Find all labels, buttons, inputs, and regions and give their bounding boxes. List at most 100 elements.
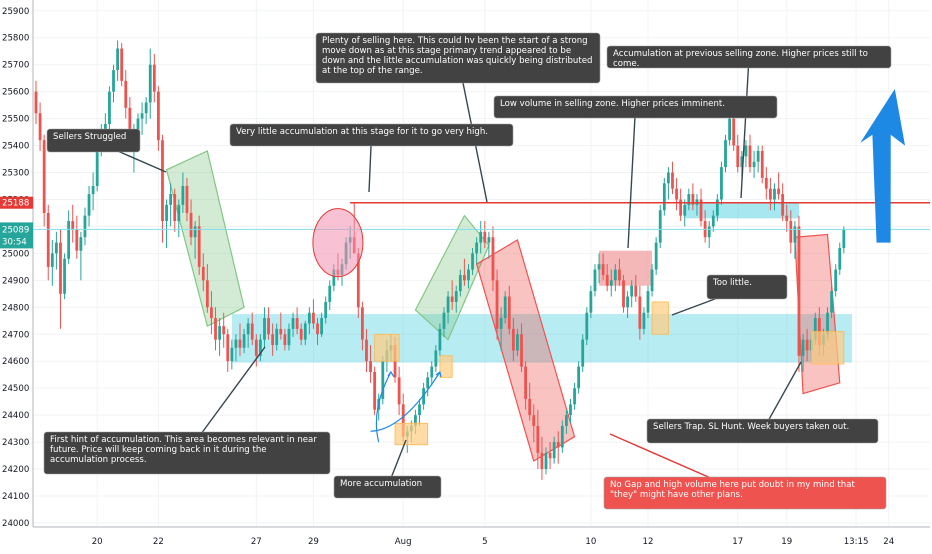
annotation-box (603, 476, 887, 510)
candle-body (450, 296, 454, 302)
annotation-box (46, 128, 141, 153)
candle-body (169, 194, 173, 205)
candle-body (483, 231, 487, 243)
candle-body (267, 318, 270, 335)
candle-body (59, 242, 62, 294)
candle-body (201, 266, 205, 281)
candle-body (46, 212, 50, 267)
candle-body (842, 229, 846, 248)
x-tick-label: 20 (92, 537, 103, 547)
candle-body (275, 328, 279, 346)
x-tick-label: 19 (781, 537, 792, 547)
candle-body (152, 64, 156, 92)
orange-box-5 (810, 331, 845, 365)
candle-body (679, 199, 683, 216)
orange-box-1 (374, 333, 400, 362)
annotation-text: Sellers Trap. SL Hunt. Week buyers taken… (653, 422, 850, 432)
candle-body (544, 452, 548, 470)
candle-body (422, 388, 425, 405)
annotation-text: Too little. (713, 278, 752, 288)
y-tick-label: 25600 (2, 88, 29, 98)
curve-arrow-2 (370, 371, 441, 432)
candle-body (230, 347, 234, 362)
candle-body (536, 425, 540, 453)
orange-box-4 (651, 301, 669, 335)
candle-body (773, 188, 776, 200)
candle-body (748, 145, 752, 168)
candle-body (75, 229, 79, 251)
candle-body (597, 264, 601, 270)
candle-body (185, 186, 189, 213)
overlay (33, 88, 930, 443)
y-tick-label: 25700 (2, 61, 29, 71)
candle-body (95, 145, 99, 186)
big-up-arrow (860, 88, 906, 243)
candle-body (630, 285, 634, 297)
candle-body (434, 350, 438, 367)
candle-body (328, 285, 332, 302)
y-tick-label: 24400 (2, 411, 29, 421)
candle-body (128, 107, 132, 141)
candle-body (560, 425, 564, 448)
candle-body (838, 248, 842, 270)
candle-body (605, 274, 609, 286)
candle-body (732, 118, 736, 146)
annotation-text-frame: Too little. (713, 278, 752, 288)
y-tick-label: 24800 (2, 303, 29, 313)
candle-body (524, 366, 527, 399)
candle-body (205, 280, 209, 308)
candle-body (589, 291, 593, 313)
y-tick-label: 24600 (2, 357, 29, 367)
candle-body (303, 323, 307, 340)
y-tick-label: 25900 (2, 7, 29, 17)
candle-body (569, 404, 572, 416)
orange-boxes (374, 301, 845, 446)
candle-body (271, 334, 275, 346)
annotation-box (315, 32, 601, 84)
annotation-text: Sellers Struggled (53, 132, 127, 142)
y-axis: 24000 24100 24200 24300 24400 24500 24600 24700… (0, 0, 34, 529)
candle-body (320, 318, 323, 335)
annotation-box (606, 45, 892, 69)
candle-body (548, 452, 552, 459)
candle-body (250, 323, 254, 340)
candle-body (801, 339, 805, 356)
candle-body (189, 212, 193, 238)
candle-body (218, 326, 221, 340)
annotation-text-frame: Sellers Trap. SL Hunt. Week buyers taken… (653, 422, 850, 432)
candle-body (307, 312, 311, 324)
candle-body (601, 264, 605, 275)
candles (34, 40, 846, 480)
candle-body (140, 113, 144, 119)
annotation-box (493, 95, 778, 119)
candle-body (55, 242, 58, 254)
y-tick-label: 24700 (2, 330, 29, 340)
candle-body (789, 221, 793, 243)
annotation-text-frame: More accumulation (340, 479, 422, 489)
candle-body (332, 269, 336, 286)
y-tick-label: 25000 (2, 249, 29, 259)
resistance-price-label: 25188 (2, 199, 29, 209)
candle-body (226, 334, 230, 362)
candle-body (785, 215, 789, 222)
candle-body (565, 415, 568, 426)
last-price-tag (0, 222, 33, 249)
candle-body (556, 442, 560, 448)
candle-body (475, 242, 479, 254)
curve-arrow-1 (375, 371, 392, 443)
annotation-text: No Gap and high volume here put doubt in… (610, 480, 855, 500)
candle-body (499, 318, 503, 329)
annotation-text-frame: First hint of accumulation. This area be… (50, 435, 317, 465)
candle-body (181, 186, 185, 205)
y-tick-label: 24500 (2, 384, 29, 394)
candle-body (646, 291, 650, 313)
candle-body (373, 372, 377, 410)
candle-body (707, 226, 711, 238)
candle-body (626, 296, 629, 308)
candle-body (516, 334, 519, 351)
candle-body (438, 328, 442, 351)
y-tick-label: 24900 (2, 276, 29, 286)
candle-body (744, 145, 748, 157)
